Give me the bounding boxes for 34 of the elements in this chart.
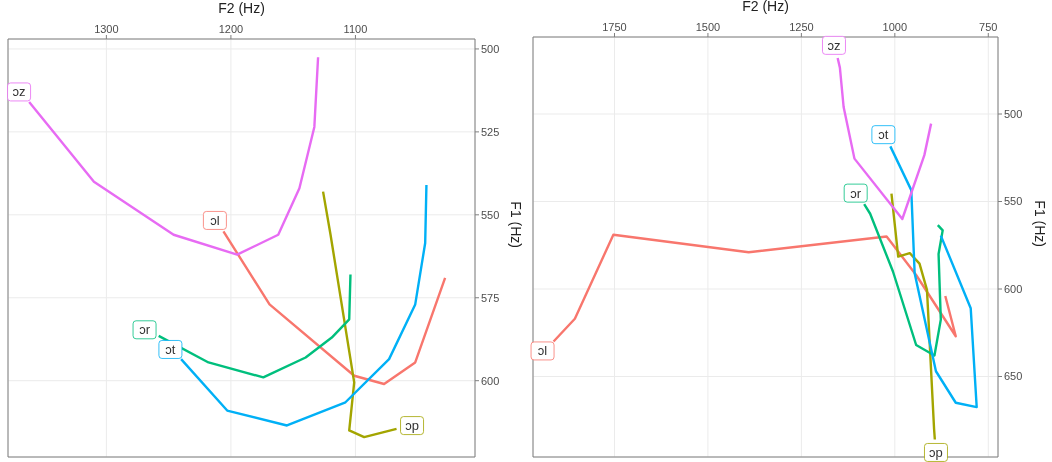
series-label: ɔp — [405, 418, 419, 434]
line-series — [890, 192, 937, 441]
y-tick-label: 525 — [481, 125, 500, 138]
y-tick-label: 600 — [1004, 282, 1023, 295]
line-series — [836, 56, 933, 221]
x-tick-label: 1100 — [343, 23, 368, 35]
series-label: ɔz — [827, 37, 841, 53]
series-label: ɔz — [12, 84, 26, 100]
x-axis-title: F2 (Hz) — [218, 0, 265, 16]
y-tick-label: 575 — [481, 291, 500, 304]
y-axis-title: F1 (Hz) — [1032, 200, 1049, 247]
series-label: ɔp — [929, 444, 943, 460]
x-tick-label: 1300 — [94, 23, 119, 35]
y-tick-label: 550 — [481, 208, 500, 221]
series-label: ɔl — [210, 212, 220, 228]
x-tick-label: 750 — [979, 21, 998, 33]
y-tick-label: 600 — [481, 374, 500, 387]
line-series — [321, 190, 398, 439]
y-tick-label: 650 — [1004, 370, 1023, 383]
series-label: ɔr — [139, 322, 151, 338]
y-axis-title: F1 (Hz) — [508, 201, 525, 248]
y-tick-label: 550 — [1004, 195, 1023, 208]
x-tick-label: 1750 — [602, 21, 627, 33]
y-tick-label: 500 — [1004, 107, 1023, 120]
x-tick-label: 1200 — [218, 23, 244, 35]
series-label: ɔt — [878, 127, 889, 143]
x-tick-label: 1000 — [882, 21, 908, 33]
x-tick-label: 1250 — [789, 21, 814, 33]
series-label: ɔt — [165, 341, 176, 357]
series-label: ɔr — [850, 185, 862, 201]
x-axis-title: F2 (Hz) — [742, 0, 789, 14]
series-label: ɔl — [537, 343, 548, 359]
x-tick-label: 1500 — [695, 21, 721, 33]
y-tick-label: 500 — [481, 42, 500, 55]
